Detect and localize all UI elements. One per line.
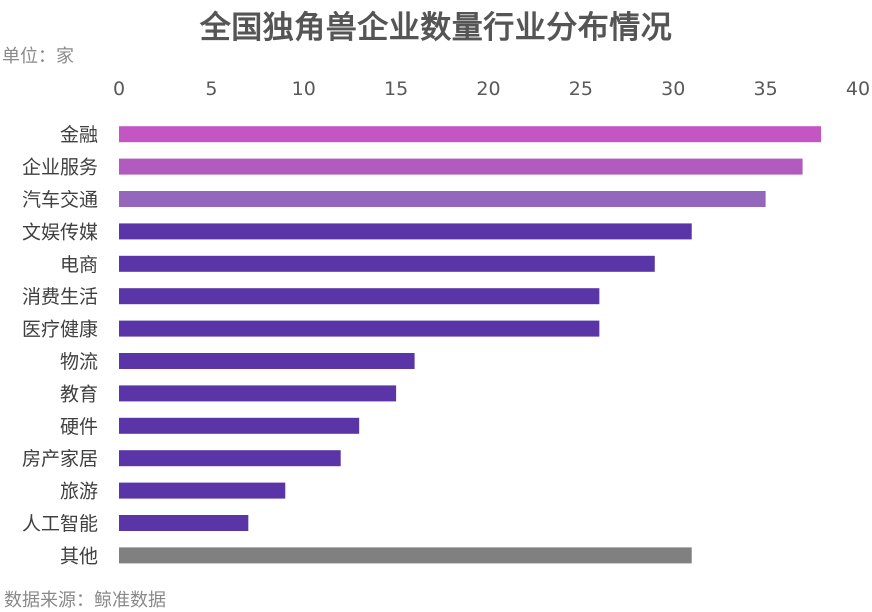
bar [119, 417, 360, 434]
category-label: 其他 [60, 545, 98, 567]
bar [119, 547, 692, 564]
x-tick-label: 30 [661, 78, 685, 100]
bar [119, 126, 822, 143]
category-label: 金融 [60, 124, 98, 146]
chart-title: 全国独角兽企业数量行业分布情况 [199, 10, 673, 46]
unit-label: 单位：家 [2, 46, 74, 67]
x-tick-label: 15 [384, 78, 408, 100]
x-tick-label: 10 [292, 78, 316, 100]
x-tick-label: 20 [476, 78, 500, 100]
category-label: 文娱传媒 [22, 221, 98, 243]
bar [119, 353, 415, 369]
bar [119, 255, 655, 272]
category-label: 消费生活 [22, 286, 98, 308]
category-label: 教育 [60, 383, 98, 405]
category-label: 硬件 [60, 416, 98, 438]
bar [119, 515, 249, 531]
category-label: 房产家居 [22, 448, 98, 470]
category-label: 汽车交通 [22, 189, 98, 211]
bar [119, 288, 600, 305]
source-label: 数据来源：鲸准数据 [4, 590, 166, 611]
category-label: 企业服务 [22, 157, 98, 179]
category-label: 电商 [60, 254, 98, 276]
category-label: 医疗健康 [22, 319, 98, 341]
bar [119, 223, 692, 240]
category-label: 人工智能 [22, 513, 98, 535]
bar [119, 482, 286, 499]
x-tick-label: 35 [754, 78, 778, 100]
bar [119, 191, 766, 207]
bar [119, 158, 803, 175]
x-tick-label: 0 [113, 78, 125, 100]
category-label: 物流 [60, 351, 98, 373]
category-label: 旅游 [60, 481, 98, 503]
bar [119, 450, 341, 467]
x-tick-label: 25 [569, 78, 593, 100]
bar [119, 320, 600, 337]
bar [119, 385, 397, 402]
x-tick-label: 40 [846, 78, 870, 100]
x-tick-label: 5 [205, 78, 217, 100]
